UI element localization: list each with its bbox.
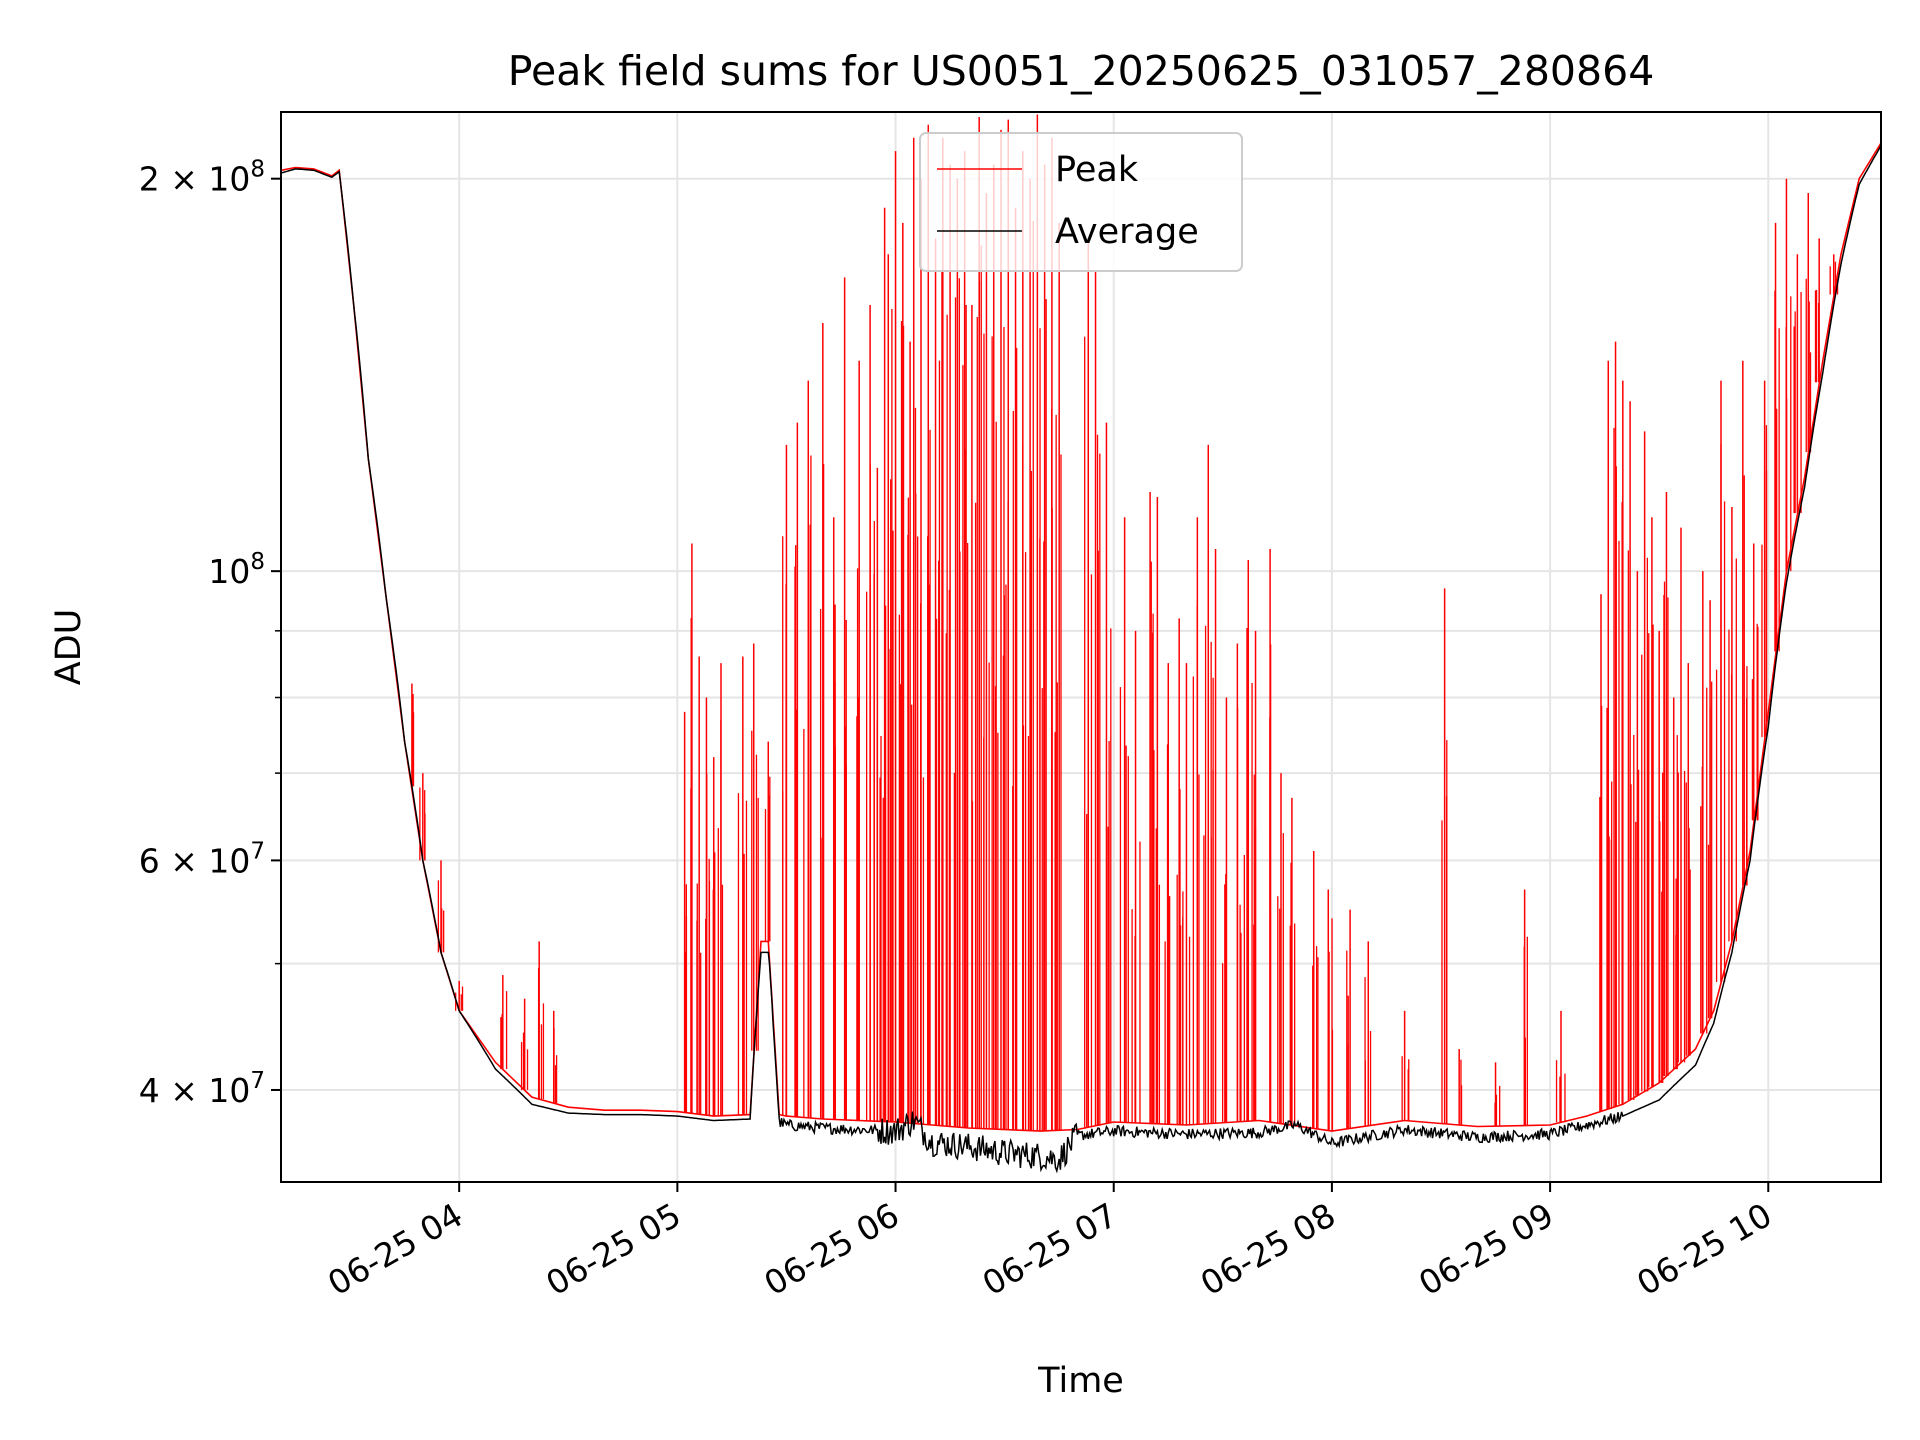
- legend-frame: [919, 132, 1243, 272]
- series-line-average: [280, 145, 1882, 1174]
- axes-frame: [280, 111, 1882, 1183]
- x-tick-label: 06-25 08: [1194, 1195, 1342, 1303]
- axis-ticks: 06-25 04 06-25 05 06-25 06 06-25 07 06-25 08…: [139, 157, 1779, 1303]
- x-tick-label: 06-25 06: [758, 1195, 906, 1303]
- y-tick-label: 108: [208, 549, 265, 591]
- series-line-peak: [280, 142, 1882, 1132]
- grid: [281, 112, 1881, 1182]
- y-axis-label: ADU: [49, 609, 89, 686]
- chart-title: Peak field sums for US0051_20250625_0310…: [508, 47, 1655, 95]
- y-tick-label: 4 × 107: [139, 1068, 265, 1110]
- x-tick-label: 06-25 10: [1630, 1195, 1778, 1303]
- legend: Peak Average: [919, 132, 1243, 272]
- x-tick-label: 06-25 09: [1412, 1195, 1560, 1303]
- x-tick-label: 06-25 04: [321, 1195, 469, 1303]
- x-tick-label: 06-25 07: [976, 1195, 1124, 1303]
- x-axis-label: Time: [1037, 1361, 1124, 1401]
- x-tick-label: 06-25 05: [539, 1195, 687, 1303]
- plot-area: [280, 114, 1882, 1174]
- legend-label-average: Average: [1055, 212, 1199, 252]
- y-tick-label: 2 × 108: [139, 157, 265, 199]
- legend-label-peak: Peak: [1055, 150, 1139, 190]
- y-tick-label: 6 × 107: [139, 838, 265, 880]
